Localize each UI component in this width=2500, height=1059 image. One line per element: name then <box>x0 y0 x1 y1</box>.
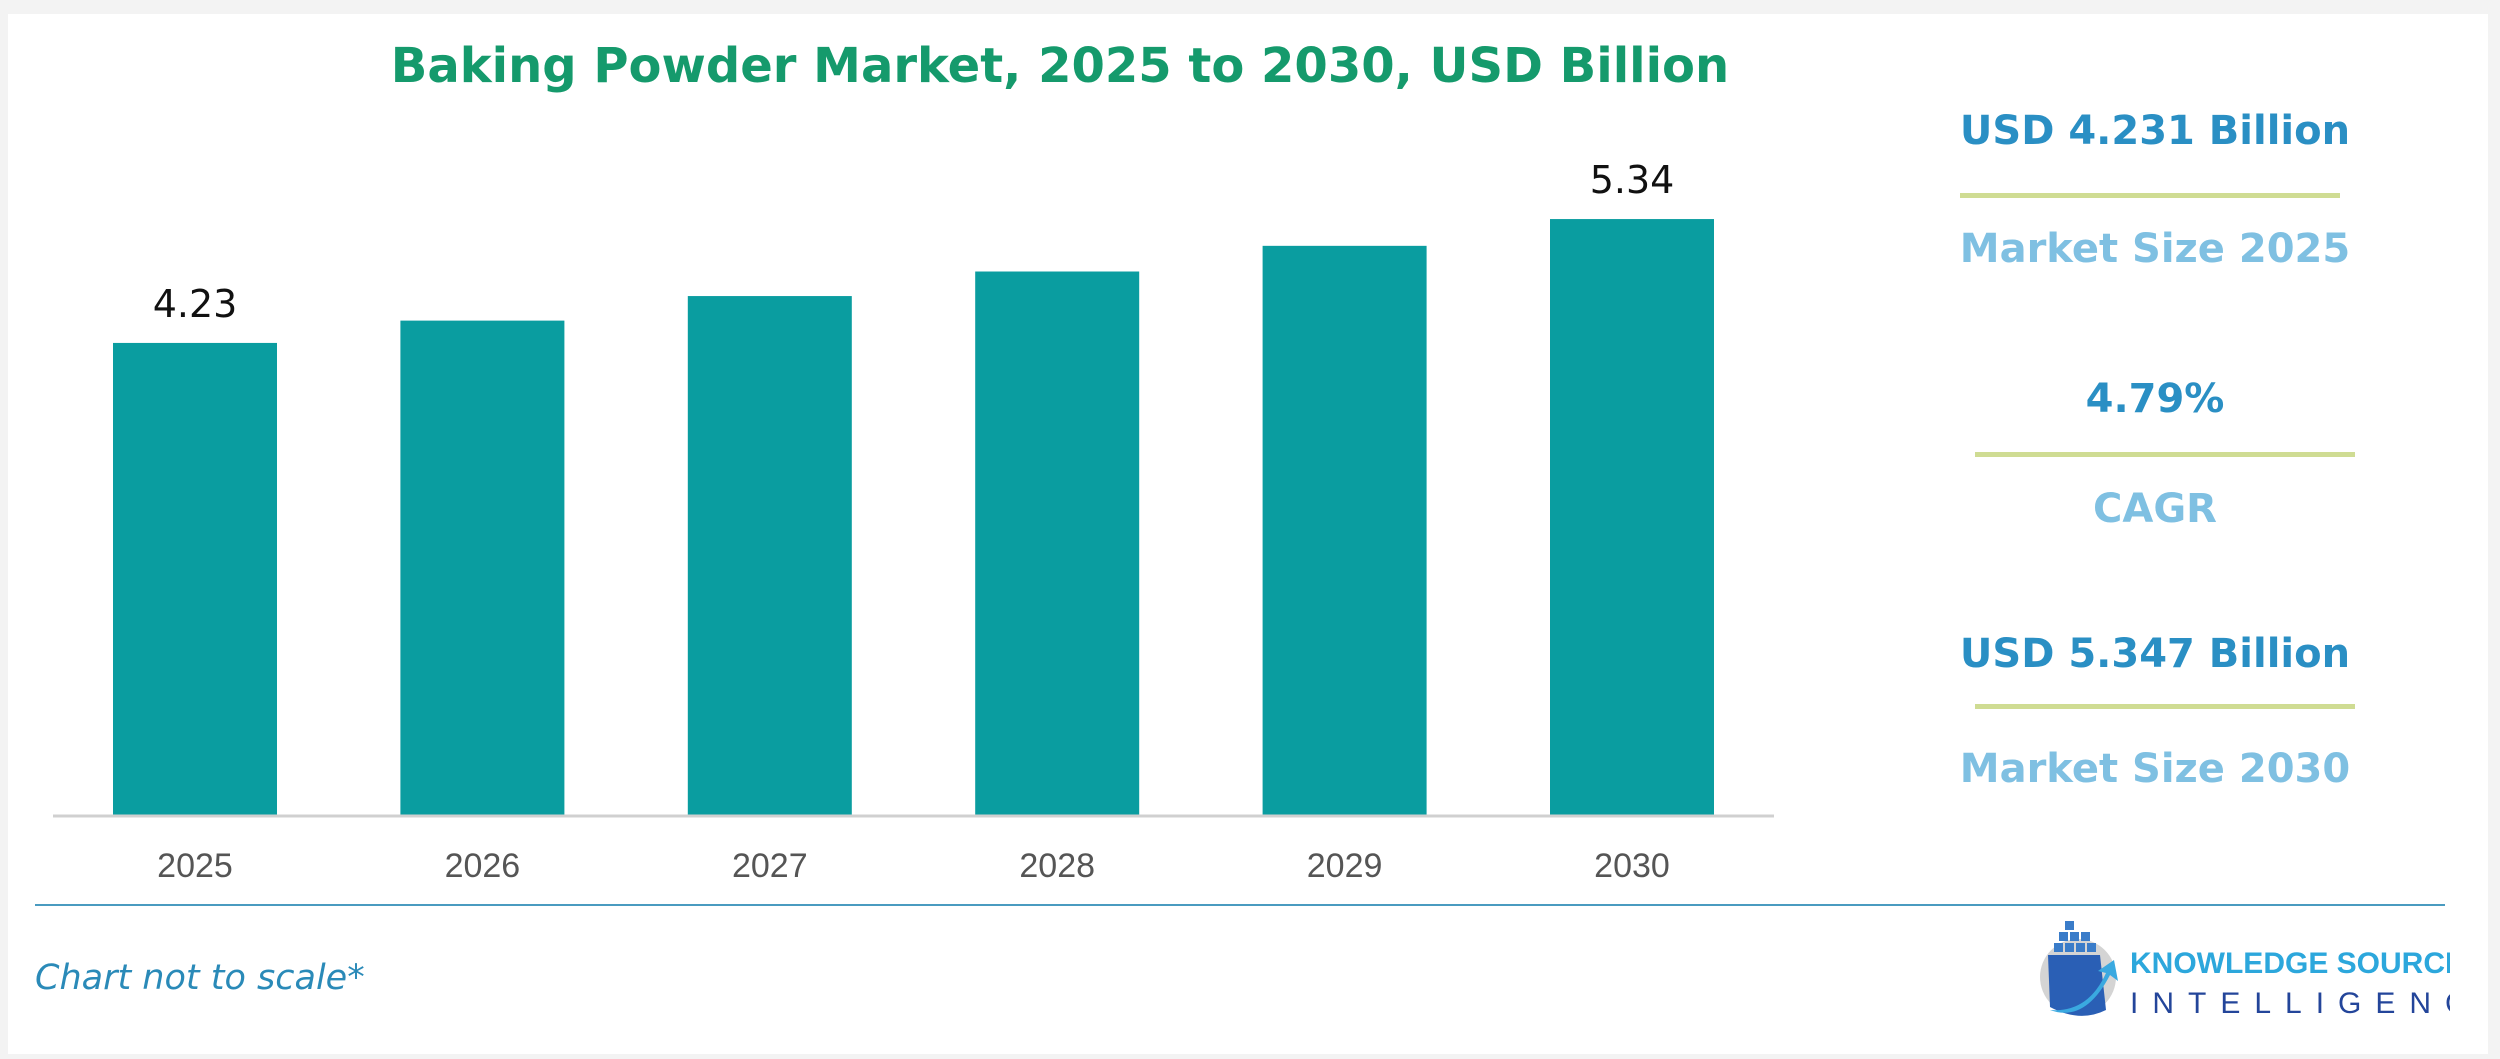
data-label-2025: 4.23 <box>153 282 238 326</box>
logo-text-line2: INTELLIGENCE <box>2130 987 2450 1020</box>
bar-2025 <box>113 342 277 815</box>
kpi-cagr-value: 4.79% <box>2085 376 2225 422</box>
x-tick-label: 2026 <box>445 847 521 885</box>
bar-2026 <box>400 320 565 815</box>
chart-title: Baking Powder Market, 2025 to 2030, USD … <box>390 38 1730 94</box>
x-tick-label: 2028 <box>1019 847 1095 885</box>
bar-chart: 2025 4.23 2026 2027 2028 2029 2030 5.34 <box>53 158 1774 885</box>
x-tick-label: 2025 <box>157 847 233 885</box>
kpi-market-size-2030-value: USD 5.347 Billion <box>1959 631 2351 677</box>
footer-divider <box>35 904 2445 906</box>
kpi-market-size-2025-label: Market Size 2025 <box>1959 226 2351 272</box>
x-tick-label: 2029 <box>1307 847 1383 885</box>
logo-text-line1: KNOWLEDGE SOURCING <box>2130 947 2450 980</box>
company-logo: KNOWLEDGE SOURCING INTELLIGENCE <box>2040 921 2450 1020</box>
chart-note: Chart not to scale* <box>35 958 365 998</box>
kpi-divider <box>1975 452 2355 457</box>
kpi-market-size-2025-value: USD 4.231 Billion <box>1959 108 2351 154</box>
data-label-2030: 5.34 <box>1590 158 1675 202</box>
bar-2030 <box>1550 219 1714 815</box>
bar-2028 <box>975 271 1140 815</box>
x-tick-label: 2030 <box>1594 847 1670 885</box>
kpi-divider <box>1975 704 2355 709</box>
kpi-market-size-2030-label: Market Size 2030 <box>1959 746 2351 792</box>
kpi-cagr-label: CAGR <box>2093 486 2217 532</box>
bar-2029 <box>1262 245 1427 816</box>
bar-2027 <box>687 296 852 815</box>
kpi-divider <box>1960 193 2340 198</box>
x-tick-label: 2027 <box>732 847 808 885</box>
